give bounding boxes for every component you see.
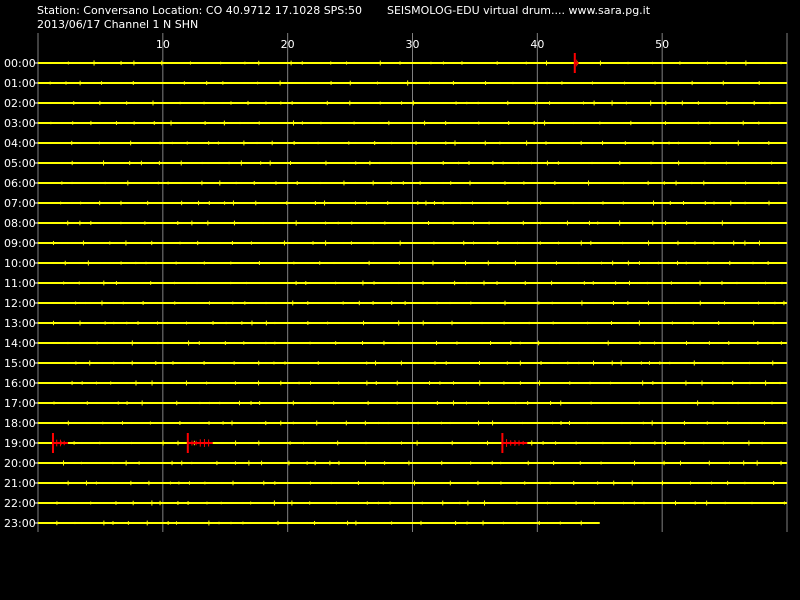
hour-label: 10:00 [4, 257, 36, 270]
hour-label: 11:00 [4, 277, 36, 290]
hour-label: 13:00 [4, 317, 36, 330]
hour-label: 09:00 [4, 237, 36, 250]
hour-label: 05:00 [4, 157, 36, 170]
minute-tick-label: 10 [156, 38, 170, 51]
hour-label: 19:00 [4, 437, 36, 450]
hour-label: 14:00 [4, 337, 36, 350]
minute-tick-label: 40 [530, 38, 544, 51]
hour-label: 07:00 [4, 197, 36, 210]
hour-label: 18:00 [4, 417, 36, 430]
minute-tick-label: 50 [655, 38, 669, 51]
brand-label: SEISMOLOG-EDU virtual drum.... www.sara.… [387, 4, 651, 17]
hour-label: 15:00 [4, 357, 36, 370]
hour-label: 01:00 [4, 77, 36, 90]
hour-label: 02:00 [4, 97, 36, 110]
station-info: Station: Conversano Location: CO 40.9712… [37, 4, 362, 17]
date-channel-info: 2013/06/17 Channel 1 N SHN [37, 18, 199, 31]
hour-label: 17:00 [4, 397, 36, 410]
hour-label: 23:00 [4, 517, 36, 530]
hour-label: 21:00 [4, 477, 36, 490]
hour-label: 20:00 [4, 457, 36, 470]
hour-label: 08:00 [4, 217, 36, 230]
hour-label: 03:00 [4, 117, 36, 130]
hour-label: 04:00 [4, 137, 36, 150]
minute-tick-label: 30 [406, 38, 420, 51]
hour-label: 16:00 [4, 377, 36, 390]
hour-label: 12:00 [4, 297, 36, 310]
hour-label: 22:00 [4, 497, 36, 510]
minute-tick-label: 20 [281, 38, 295, 51]
hour-label: 00:00 [4, 57, 36, 70]
hour-label: 06:00 [4, 177, 36, 190]
